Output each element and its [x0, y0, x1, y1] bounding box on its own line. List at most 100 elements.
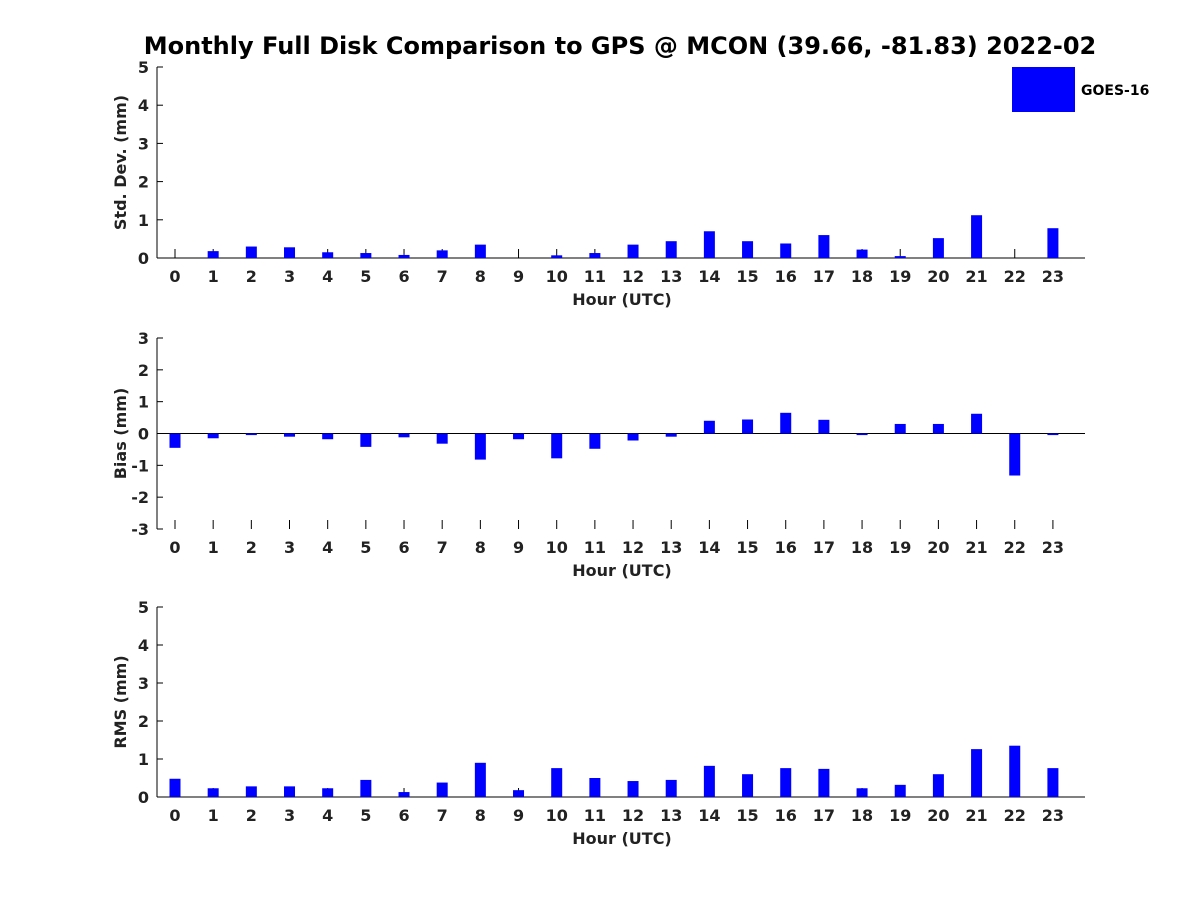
- bar: [245, 246, 257, 258]
- bar: [742, 774, 754, 797]
- x-tick-label: 8: [475, 267, 486, 286]
- x-tick-label: 10: [546, 538, 568, 557]
- x-tick-label: 11: [584, 538, 606, 557]
- bar: [245, 786, 257, 797]
- bar: [322, 252, 334, 258]
- y-tick-label: 4: [138, 636, 149, 655]
- x-tick-label: 3: [284, 267, 295, 286]
- bar: [207, 251, 219, 258]
- x-axis-label: Hour (UTC): [572, 290, 672, 309]
- bar: [856, 249, 868, 258]
- x-tick-label: 15: [736, 538, 758, 557]
- x-tick-label: 7: [437, 538, 448, 557]
- x-tick-label: 16: [775, 806, 797, 825]
- legend-swatch: [1012, 67, 1075, 112]
- x-tick-label: 8: [475, 538, 486, 557]
- bar: [207, 433, 219, 439]
- x-tick-label: 12: [622, 538, 644, 557]
- x-tick-label: 6: [398, 267, 409, 286]
- bar: [627, 244, 639, 258]
- y-tick-label: 2: [138, 712, 149, 731]
- x-tick-label: 11: [584, 806, 606, 825]
- bar: [589, 253, 601, 258]
- y-tick-label: 0: [138, 788, 149, 807]
- bar: [474, 762, 486, 797]
- x-tick-label: 2: [246, 806, 257, 825]
- x-tick-label: 5: [360, 538, 371, 557]
- x-tick-label: 22: [1004, 538, 1026, 557]
- y-axis-label: RMS (mm): [111, 655, 130, 748]
- x-tick-label: 18: [851, 538, 873, 557]
- x-tick-label: 3: [284, 806, 295, 825]
- bar: [780, 768, 792, 797]
- x-tick-label: 2: [246, 538, 257, 557]
- x-tick-label: 22: [1004, 806, 1026, 825]
- y-tick-label: -1: [131, 456, 149, 475]
- x-tick-label: 19: [889, 806, 911, 825]
- bar: [894, 423, 906, 434]
- bar: [627, 433, 639, 441]
- bar: [284, 247, 296, 258]
- x-tick-label: 9: [513, 806, 524, 825]
- y-tick-label: 2: [138, 173, 149, 192]
- x-tick-label: 10: [546, 806, 568, 825]
- y-tick-label: 0: [138, 249, 149, 268]
- x-tick-label: 13: [660, 267, 682, 286]
- bar: [1009, 745, 1021, 797]
- x-tick-label: 12: [622, 806, 644, 825]
- bar: [551, 255, 563, 258]
- bar: [818, 419, 830, 434]
- bar: [436, 433, 448, 444]
- bar: [551, 768, 563, 797]
- bar: [589, 433, 601, 449]
- bar: [1047, 433, 1059, 436]
- bar: [665, 241, 677, 258]
- x-tick-label: 7: [437, 806, 448, 825]
- y-tick-label: -2: [131, 488, 149, 507]
- bar: [284, 433, 296, 437]
- bar: [627, 781, 639, 797]
- x-tick-label: 17: [813, 538, 835, 557]
- chart-title: Monthly Full Disk Comparison to GPS @ MC…: [144, 32, 1097, 60]
- x-tick-label: 19: [889, 538, 911, 557]
- x-tick-label: 9: [513, 538, 524, 557]
- x-tick-label: 16: [775, 267, 797, 286]
- bar: [398, 433, 410, 438]
- x-tick-label: 0: [169, 806, 180, 825]
- y-tick-label: 3: [138, 674, 149, 693]
- x-tick-label: 20: [927, 267, 949, 286]
- bar: [780, 412, 792, 434]
- bar: [322, 788, 334, 797]
- x-tick-label: 23: [1042, 806, 1064, 825]
- x-tick-label: 1: [208, 267, 219, 286]
- x-tick-label: 2: [246, 267, 257, 286]
- y-tick-label: 3: [138, 329, 149, 348]
- bar: [360, 253, 372, 258]
- legend-label: GOES-16: [1081, 83, 1149, 99]
- bar: [1009, 433, 1021, 476]
- x-tick-label: 21: [965, 806, 987, 825]
- bar: [169, 778, 181, 797]
- y-tick-label: 4: [138, 96, 149, 115]
- x-tick-label: 5: [360, 806, 371, 825]
- x-tick-label: 6: [398, 538, 409, 557]
- x-tick-label: 6: [398, 806, 409, 825]
- x-tick-label: 9: [513, 267, 524, 286]
- x-tick-label: 13: [660, 538, 682, 557]
- x-tick-label: 18: [851, 267, 873, 286]
- bar: [703, 420, 715, 434]
- x-tick-label: 19: [889, 267, 911, 286]
- x-tick-label: 23: [1042, 267, 1064, 286]
- bar: [322, 433, 334, 440]
- x-tick-label: 14: [698, 806, 720, 825]
- x-tick-label: 14: [698, 267, 720, 286]
- y-tick-label: 5: [138, 598, 149, 617]
- x-tick-label: 11: [584, 267, 606, 286]
- y-tick-label: 2: [138, 361, 149, 380]
- x-axis-label: Hour (UTC): [572, 561, 672, 580]
- bar: [742, 241, 754, 258]
- x-tick-label: 23: [1042, 538, 1064, 557]
- bar: [245, 433, 257, 436]
